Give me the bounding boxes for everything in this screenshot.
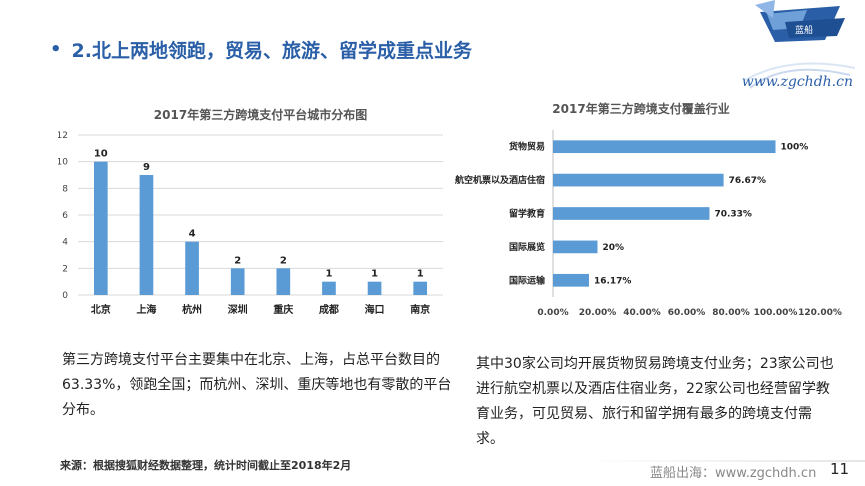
x-tick-label: 成都 (319, 303, 339, 316)
data-label: 1 (371, 269, 378, 280)
y-tick-label: 留学教育 (509, 208, 545, 220)
x-tick-label: 60.00% (668, 308, 706, 318)
right-paragraph: 其中30家公司均开展货物贸易跨境支付业务；23家公司也进行航空机票以及酒店住宿业… (476, 356, 834, 447)
logo-badge-text: 蓝船 (795, 24, 813, 36)
bar (322, 281, 336, 295)
data-label: 9 (143, 162, 150, 173)
y-tick-label: 国际运输 (509, 274, 546, 286)
data-label: 100% (781, 143, 809, 153)
industry-coverage-chart: 2017年第三方跨境支付覆盖行业 0.00% 20.00% 40.00% 60.00% 8… (455, 101, 842, 318)
x-tick-label: 20.00% (579, 308, 617, 318)
footer-divider (580, 460, 865, 462)
y-tick-label: 2 (62, 264, 68, 274)
data-label: 1 (417, 269, 424, 280)
y-tick-label: 4 (62, 238, 68, 248)
x-tick-label: 深圳 (228, 303, 248, 316)
chart-title: 2017年第三方跨境支付覆盖行业 (552, 101, 729, 116)
city-distribution-chart: 2017年第三方跨境支付平台城市分布图02468101210北京9上海4杭州2深… (58, 107, 443, 316)
x-tick-label: 海口 (365, 303, 385, 316)
x-tick-label: 80.00% (712, 308, 750, 318)
data-label: 16.17% (594, 276, 632, 286)
left-paragraph: 第三方跨境支付平台主要集中在北京、上海，占总平台数目的63.33%，领跑全国；而… (62, 352, 452, 418)
y-tick-label: 货物贸易 (509, 141, 545, 153)
x-tick-label: 重庆 (273, 303, 293, 316)
data-label: 2 (280, 255, 287, 266)
bar (553, 273, 589, 287)
x-tick-label: 北京 (91, 303, 111, 316)
bar (93, 161, 108, 295)
ship-logo-icon: 蓝船 (745, 0, 855, 89)
chart-title: 2017年第三方跨境支付平台城市分布图 (154, 107, 367, 122)
source-note: 来源：根据搜狐财经数据整理，统计时间截止至2018年2月 (60, 459, 352, 472)
page-number: 11 (830, 460, 850, 478)
y-tick-label: 10 (58, 158, 68, 168)
bar (553, 240, 598, 254)
x-tick-label: 0.00% (537, 308, 568, 318)
data-label: 1 (325, 269, 332, 280)
bar (185, 241, 199, 295)
y-tick-label: 8 (62, 184, 68, 194)
data-label: 10 (94, 149, 108, 160)
slide-title-text: 2.北上两地领跑，贸易、旅游、留学成重点业务 (71, 40, 472, 62)
bar (553, 140, 776, 154)
bar (139, 175, 154, 295)
logo-url: www.zgchdh.cn (741, 74, 853, 90)
x-tick-label: 120.00% (798, 308, 842, 318)
x-tick-label: 南京 (410, 303, 430, 316)
data-label: 70.33% (714, 210, 752, 220)
data-label: 4 (189, 229, 196, 240)
bar (367, 281, 382, 295)
x-tick-label: 40.00% (623, 308, 661, 318)
x-tick-label: 100.00% (754, 308, 798, 318)
bar (553, 207, 710, 220)
bar (553, 173, 724, 187)
y-tick-label: 0 (62, 291, 68, 301)
y-tick-label: 6 (62, 211, 68, 221)
x-tick-label: 杭州 (182, 303, 202, 316)
bullet-icon: • (50, 39, 62, 60)
data-label: 20% (603, 243, 625, 253)
slide-title: • 2.北上两地领跑，贸易、旅游、留学成重点业务 (50, 36, 472, 63)
footer-text: 蓝船出海：www.zgchdh.cn (650, 466, 817, 481)
y-tick-label: 航空机票以及酒店住宿 (455, 174, 545, 186)
data-label: 76.67% (729, 176, 767, 186)
bar (276, 268, 291, 295)
y-tick-label: 12 (58, 131, 68, 141)
bar (230, 268, 245, 295)
bar (413, 281, 428, 295)
x-tick-label: 上海 (136, 303, 156, 316)
y-tick-label: 国际展览 (509, 241, 545, 253)
data-label: 2 (234, 255, 241, 266)
